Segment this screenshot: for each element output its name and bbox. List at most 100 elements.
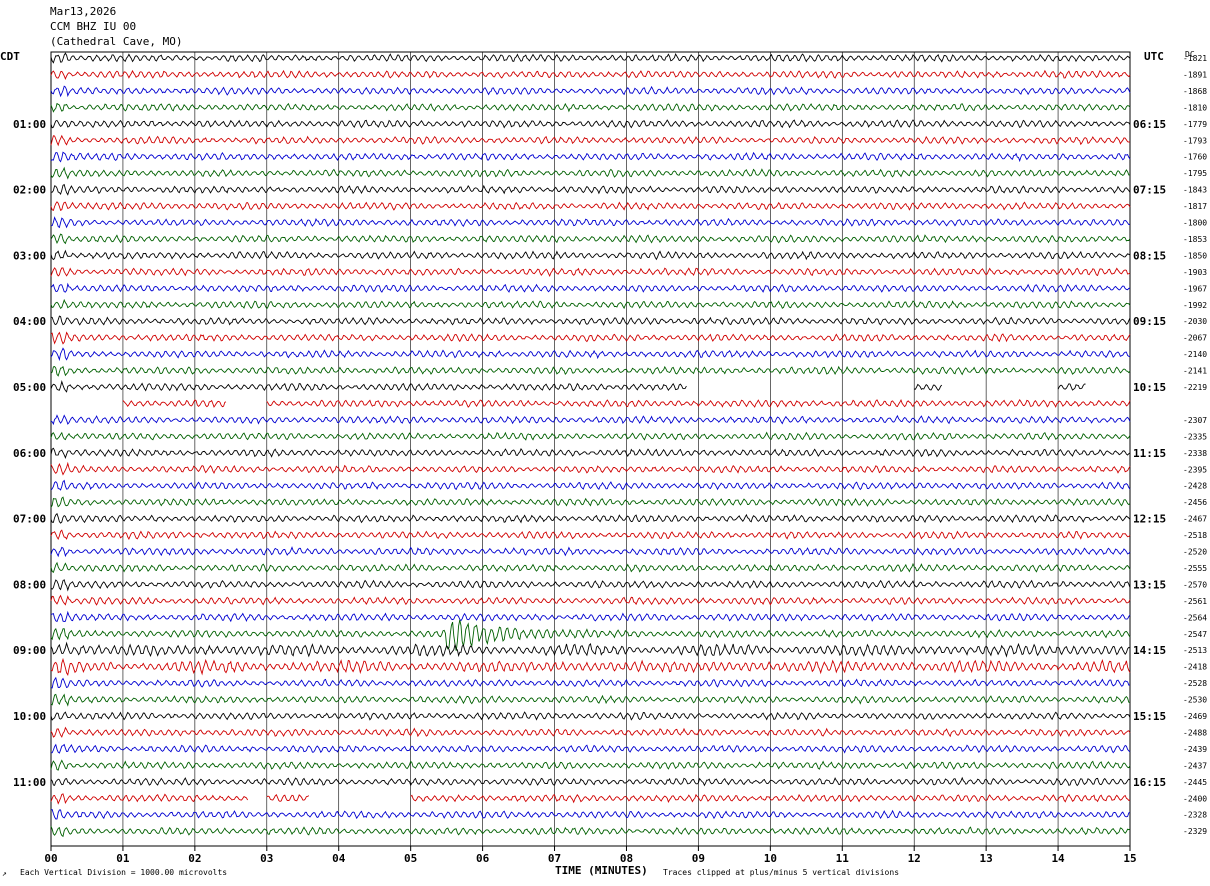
trace-32 xyxy=(50,579,1131,592)
trace-35 xyxy=(50,619,1131,651)
x-tick-label: 08 xyxy=(620,852,633,865)
x-tick-label: 09 xyxy=(692,852,705,865)
utc-hour-label: 11:15 xyxy=(1133,447,1166,460)
dc-offset-label: -2564 xyxy=(1183,613,1207,622)
dc-offset-label: -2141 xyxy=(1183,367,1207,376)
cdt-hour-label: 01:00 xyxy=(13,118,46,131)
dc-offset-label: -1810 xyxy=(1183,103,1207,112)
trace-42 xyxy=(50,743,1131,754)
x-axis-title: TIME (MINUTES) xyxy=(555,864,648,877)
dc-offset-label: -1967 xyxy=(1183,284,1207,293)
trace-18 xyxy=(50,347,1131,362)
trace-47 xyxy=(50,826,1131,838)
trace-46 xyxy=(50,809,1131,820)
cdt-hour-label: 04:00 xyxy=(13,315,46,328)
trace-23 xyxy=(50,431,1131,441)
dc-offset-label: -2518 xyxy=(1183,531,1207,540)
trace-21 xyxy=(122,398,1131,408)
dc-offset-label: -2335 xyxy=(1183,432,1207,441)
trace-27 xyxy=(50,496,1131,508)
dc-offset-label: -2400 xyxy=(1183,794,1207,803)
trace-16 xyxy=(50,315,1131,326)
trace-26 xyxy=(50,479,1131,491)
trace-38 xyxy=(50,676,1131,689)
trace-0 xyxy=(50,52,1131,64)
dc-offset-label: -2547 xyxy=(1183,630,1207,639)
trace-14 xyxy=(50,282,1131,293)
dc-offset-label: -1821 xyxy=(1183,54,1207,63)
cdt-hour-label: 11:00 xyxy=(13,776,46,789)
x-tick-label: 15 xyxy=(1123,852,1136,865)
dc-offset-label: -1800 xyxy=(1183,219,1207,228)
x-tick-label: 02 xyxy=(188,852,201,865)
dc-offset-label: -2437 xyxy=(1183,761,1207,770)
utc-hour-label: 12:15 xyxy=(1133,513,1166,526)
trace-15 xyxy=(50,298,1131,310)
dc-offset-label: -2329 xyxy=(1183,827,1207,836)
cdt-hour-label: 05:00 xyxy=(13,381,46,394)
dc-label: DC xyxy=(1185,50,1195,59)
x-tick-label: 11 xyxy=(836,852,850,865)
x-tick-label: 13 xyxy=(980,852,993,865)
plot-frame xyxy=(50,51,1131,847)
dc-offset-label: -1795 xyxy=(1183,169,1207,178)
trace-43 xyxy=(50,759,1131,771)
cdt-label: CDT xyxy=(0,50,20,63)
x-tick-label: 00 xyxy=(44,852,57,865)
dc-offset-label: -2445 xyxy=(1183,778,1207,787)
x-tick-label: 06 xyxy=(476,852,490,865)
trace-37 xyxy=(50,657,1131,677)
trace-11 xyxy=(50,233,1131,245)
trace-9 xyxy=(50,201,1131,212)
dc-offset-label: -1817 xyxy=(1183,202,1207,211)
station-label: CCM BHZ IU 00 xyxy=(50,20,137,33)
dc-offset-label: -1868 xyxy=(1183,87,1207,96)
dc-offset-label: -2513 xyxy=(1183,646,1207,655)
dc-offset-label: -2528 xyxy=(1183,679,1207,688)
dc-offset-label: -2030 xyxy=(1183,317,1207,326)
vertical-division-note: Each Vertical Division = 1000.00 microvo… xyxy=(20,868,228,877)
utc-hour-label: 09:15 xyxy=(1133,315,1166,328)
dc-offset-label: -2555 xyxy=(1183,564,1207,573)
trace-39 xyxy=(50,693,1131,707)
trace-33 xyxy=(50,594,1131,606)
dc-offset-label: -2530 xyxy=(1183,696,1207,705)
dc-offset-label: -2469 xyxy=(1183,712,1207,721)
dc-offset-label: -2488 xyxy=(1183,728,1207,737)
utc-hour-label: 08:15 xyxy=(1133,249,1166,262)
trace-2 xyxy=(50,85,1131,98)
dc-offset-label: -2428 xyxy=(1183,482,1207,491)
dc-offset-label: -1992 xyxy=(1183,301,1207,310)
cdt-hour-label: 10:00 xyxy=(13,710,46,723)
dc-offset-label: -2395 xyxy=(1183,465,1207,474)
utc-hour-label: 07:15 xyxy=(1133,184,1166,197)
trace-22 xyxy=(50,414,1131,426)
trace-5 xyxy=(50,134,1131,147)
location-label: (Cathedral Cave, MO) xyxy=(50,35,183,48)
dc-offset-label: -2140 xyxy=(1183,350,1207,359)
x-tick-label: 01 xyxy=(116,852,130,865)
trace-17 xyxy=(50,331,1131,345)
cdt-hour-label: 09:00 xyxy=(13,644,46,657)
cdt-hour-label: 07:00 xyxy=(13,513,46,526)
cdt-hour-label: 08:00 xyxy=(13,578,46,591)
dc-offset-label: -2418 xyxy=(1183,663,1207,672)
dc-offset-label: -2219 xyxy=(1183,383,1207,392)
trace-31 xyxy=(50,561,1131,574)
utc-hour-label: 16:15 xyxy=(1133,776,1166,789)
x-tick-label: 04 xyxy=(332,852,346,865)
trace-8 xyxy=(50,183,1131,196)
trace-25 xyxy=(50,461,1131,476)
utc-hour-label: 10:15 xyxy=(1133,381,1166,394)
trace-24 xyxy=(50,447,1131,459)
trace-7 xyxy=(50,166,1131,180)
dc-offset-label: -1891 xyxy=(1183,70,1207,79)
utc-label: UTC xyxy=(1144,50,1164,63)
cdt-hour-label: 03:00 xyxy=(13,249,46,262)
trace-12 xyxy=(50,249,1131,261)
dc-offset-label: -2520 xyxy=(1183,548,1207,557)
x-tick-label: 14 xyxy=(1051,852,1065,865)
dc-offset-label: -2467 xyxy=(1183,515,1207,524)
